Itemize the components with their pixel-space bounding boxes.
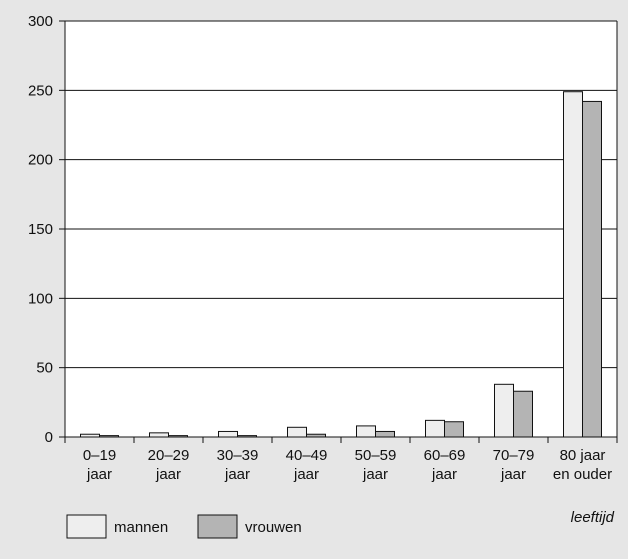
y-tick-label: 300 — [28, 13, 53, 30]
x-category-label: jaar — [500, 466, 526, 483]
x-category-label: 0–19 — [83, 447, 116, 464]
bar-mannen — [287, 426, 307, 438]
legend-swatch-mannen — [66, 514, 107, 539]
x-axis-label: leeftijd — [571, 509, 615, 526]
x-category-label: jaar — [224, 466, 250, 483]
x-category-label: en ouder — [553, 466, 612, 483]
x-category-label: jaar — [86, 466, 112, 483]
axes — [64, 21, 618, 443]
x-category-label: 20–29 — [148, 447, 190, 464]
y-tick-label: 0 — [45, 429, 53, 446]
x-category-label: jaar — [431, 466, 457, 483]
x-category-label: jaar — [155, 466, 181, 483]
bar-mannen — [218, 430, 238, 438]
y-tick-label: 250 — [28, 82, 53, 99]
x-category-label: 80 jaar — [560, 447, 606, 464]
x-category-label: 30–39 — [217, 447, 259, 464]
bar-vrouwen — [513, 390, 533, 438]
bar-mannen — [494, 383, 514, 438]
bar-vrouwen — [582, 100, 602, 438]
x-category-label: jaar — [362, 466, 388, 483]
legend-swatch-vrouwen — [197, 514, 238, 539]
bar-vrouwen — [375, 430, 395, 438]
bars — [80, 91, 602, 438]
y-tick-label: 100 — [28, 290, 53, 307]
bar-mannen — [149, 432, 169, 438]
legend: mannen vrouwen — [66, 514, 302, 539]
y-tick-label: 150 — [28, 221, 53, 238]
x-category-label: 70–79 — [493, 447, 535, 464]
y-tick-label: 50 — [36, 360, 53, 377]
x-category-label: 50–59 — [355, 447, 397, 464]
bar-mannen — [563, 91, 583, 438]
legend-label-vrouwen: vrouwen — [245, 519, 302, 536]
y-tick-label: 200 — [28, 152, 53, 169]
x-category-label: 60–69 — [424, 447, 466, 464]
x-category-label: jaar — [293, 466, 319, 483]
x-category-label: 40–49 — [286, 447, 328, 464]
y-tick-labels: 0 50 100 150 200 250 300 — [28, 13, 53, 446]
x-category-labels: 0–19 jaar 20–29 jaar 30–39 jaar 40–49 jaar 50–59… — [83, 447, 612, 483]
bar-mannen — [425, 419, 445, 438]
legend-label-mannen: mannen — [114, 519, 168, 536]
bar-vrouwen — [444, 421, 464, 438]
bar-mannen — [356, 425, 376, 438]
